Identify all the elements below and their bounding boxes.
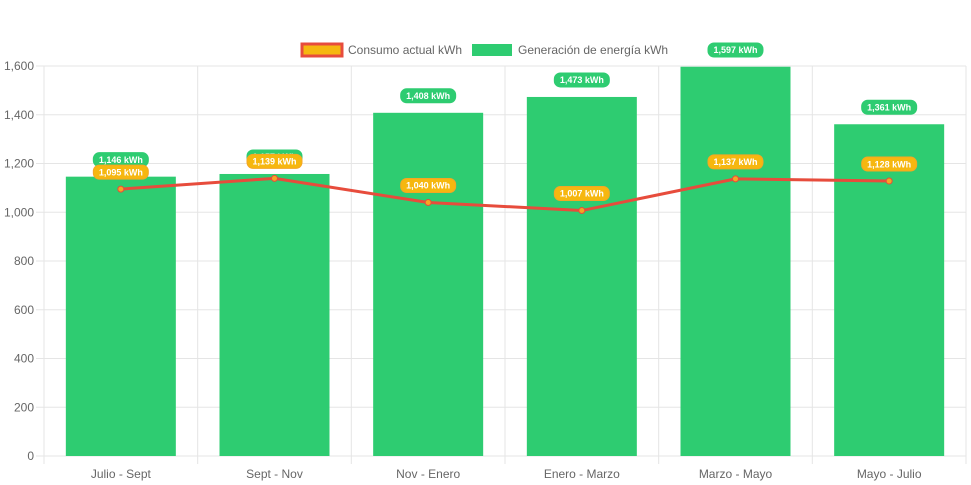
y-tick-label: 400	[14, 352, 34, 366]
bar[interactable]	[526, 96, 637, 457]
svg-text:1,408 kWh: 1,408 kWh	[406, 91, 450, 101]
line-point[interactable]	[885, 177, 893, 185]
legend-swatch-generacion[interactable]	[472, 44, 512, 56]
svg-text:1,597 kWh: 1,597 kWh	[713, 45, 757, 55]
x-tick-label: Sept - Nov	[246, 467, 303, 481]
y-tick-label: 200	[14, 400, 34, 414]
bar-series	[65, 66, 945, 457]
svg-text:1,095 kWh: 1,095 kWh	[99, 167, 143, 177]
legend-label-generacion[interactable]: Generación de energía kWh	[518, 43, 668, 57]
data-label: 1,597 kWh	[707, 42, 764, 58]
line-point[interactable]	[424, 199, 432, 206]
bar[interactable]	[373, 112, 484, 457]
legend-swatch-consumo[interactable]	[300, 42, 344, 58]
x-tick-label: Nov - Enero	[396, 467, 460, 481]
line-point[interactable]	[117, 185, 125, 193]
data-label: 1,040 kWh	[400, 178, 457, 193]
line-point[interactable]	[732, 175, 739, 183]
svg-text:1,040 kWh: 1,040 kWh	[406, 181, 450, 191]
y-tick-label: 800	[14, 254, 34, 268]
x-tick-label: Mayo - Julio	[857, 467, 922, 481]
svg-text:1,007 kWh: 1,007 kWh	[560, 189, 604, 199]
y-tick-label: 1,400	[4, 108, 34, 122]
bar[interactable]	[834, 124, 945, 456]
data-label: 1,473 kWh	[553, 72, 610, 88]
data-label: 1,137 kWh	[707, 154, 764, 170]
data-label: 1,361 kWh	[861, 99, 918, 115]
y-tick-label: 1,000	[4, 205, 34, 219]
svg-text:1,361 kWh: 1,361 kWh	[867, 102, 911, 112]
data-label: 1,128 kWh	[861, 156, 918, 172]
y-tick-label: 0	[27, 449, 34, 463]
bar[interactable]	[680, 66, 791, 456]
y-tick-label: 1,600	[4, 59, 34, 73]
svg-text:1,137 kWh: 1,137 kWh	[713, 157, 757, 167]
x-tick-label: Marzo - Mayo	[699, 467, 773, 481]
line-series	[120, 176, 890, 213]
legend-label-consumo[interactable]: Consumo actual kWh	[348, 43, 462, 57]
data-label: 1,139 kWh	[246, 153, 303, 169]
line-path	[120, 176, 890, 213]
data-label: 1,095 kWh	[92, 164, 149, 180]
y-tick-label: 600	[14, 303, 34, 317]
bar[interactable]	[65, 176, 176, 456]
line-point[interactable]	[578, 207, 586, 215]
bar[interactable]	[219, 173, 330, 456]
x-axis-ticks: Julio - Sept Sept - Nov Nov - Enero Enero -…	[91, 467, 922, 481]
x-tick-label: Julio - Sept	[91, 467, 152, 481]
data-label: 1,146 kWh	[92, 152, 149, 168]
svg-text:1,139 kWh: 1,139 kWh	[252, 157, 296, 167]
svg-text:1,128 kWh: 1,128 kWh	[867, 159, 911, 169]
grid-lines	[36, 65, 967, 464]
y-axis-ticks: 0 200 400 600 800 1,000 1,200 1,400 1,600	[4, 59, 34, 463]
legend: Consumo actual kWh Generación de energía…	[300, 42, 668, 58]
y-tick-label: 1,200	[4, 157, 34, 171]
svg-text:1,473 kWh: 1,473 kWh	[560, 75, 604, 85]
line-points	[117, 174, 893, 215]
x-tick-label: Enero - Marzo	[544, 467, 620, 481]
svg-text:1,146 kWh: 1,146 kWh	[99, 155, 143, 165]
line-point[interactable]	[271, 174, 278, 182]
data-label: 1,408 kWh	[400, 88, 457, 104]
data-label: 1,007 kWh	[553, 186, 610, 202]
